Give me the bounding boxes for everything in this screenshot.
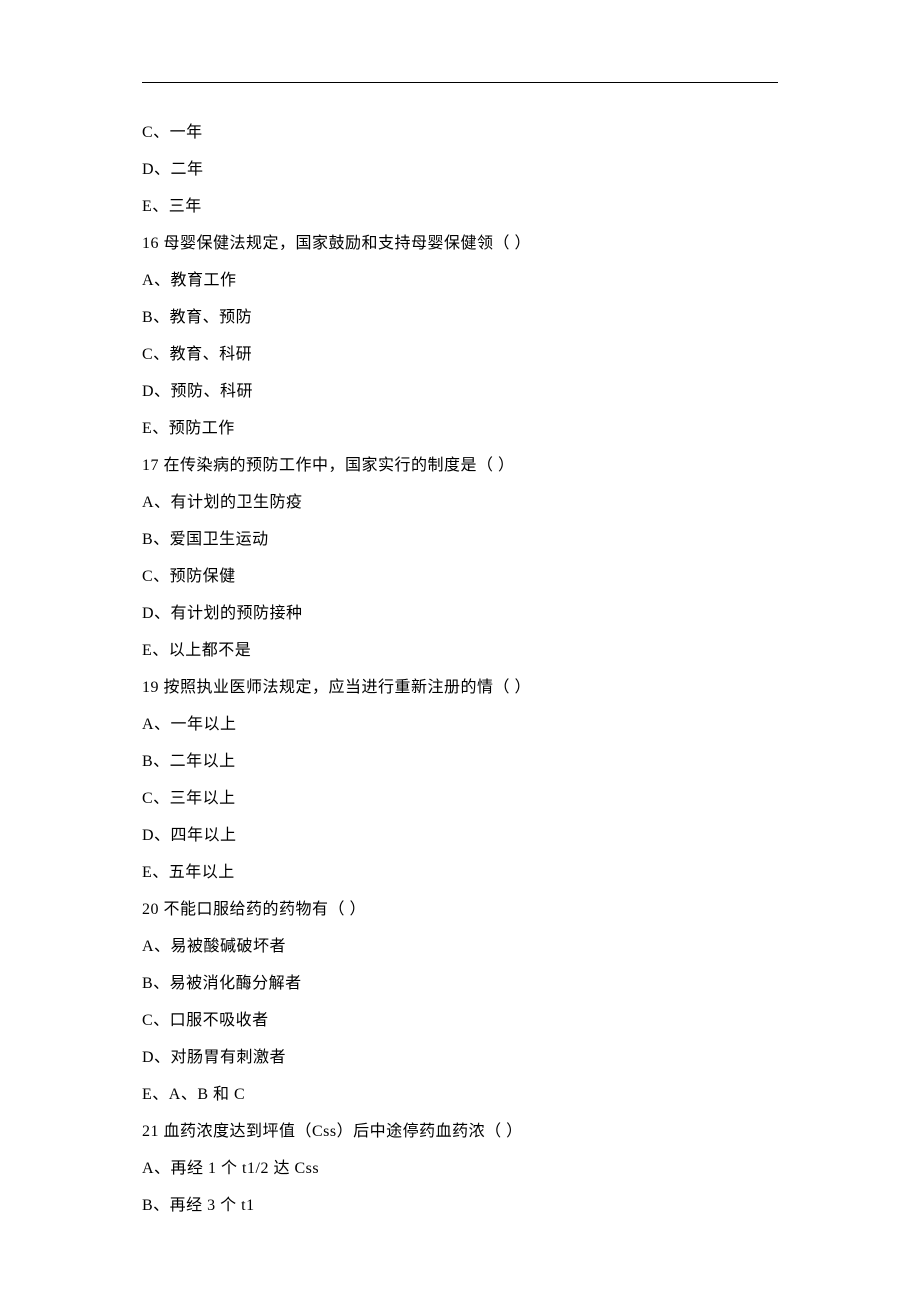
text-line: 20 不能口服给药的药物有（ ） — [142, 891, 778, 928]
content-area: C、一年 D、二年 E、三年 16 母婴保健法规定，国家鼓励和支持母婴保健领（ … — [142, 114, 778, 1224]
page-container: C、一年 D、二年 E、三年 16 母婴保健法规定，国家鼓励和支持母婴保健领（ … — [0, 0, 920, 1284]
text-line: C、一年 — [142, 114, 778, 151]
text-line: E、三年 — [142, 188, 778, 225]
text-line: A、再经 1 个 t1/2 达 Css — [142, 1150, 778, 1187]
text-line: A、教育工作 — [142, 262, 778, 299]
text-line: A、一年以上 — [142, 706, 778, 743]
text-line: E、五年以上 — [142, 854, 778, 891]
text-line: B、教育、预防 — [142, 299, 778, 336]
text-line: E、A、B 和 C — [142, 1076, 778, 1113]
text-line: D、对肠胃有刺激者 — [142, 1039, 778, 1076]
text-line: B、二年以上 — [142, 743, 778, 780]
text-line: C、口服不吸收者 — [142, 1002, 778, 1039]
text-line: 21 血药浓度达到坪值（Css）后中途停药血药浓（ ） — [142, 1113, 778, 1150]
text-line: C、教育、科研 — [142, 336, 778, 373]
horizontal-rule — [142, 82, 778, 83]
text-line: A、易被酸碱破坏者 — [142, 928, 778, 965]
text-line: E、以上都不是 — [142, 632, 778, 669]
text-line: 17 在传染病的预防工作中，国家实行的制度是（ ） — [142, 447, 778, 484]
text-line: D、二年 — [142, 151, 778, 188]
text-line: 16 母婴保健法规定，国家鼓励和支持母婴保健领（ ） — [142, 225, 778, 262]
text-line: D、预防、科研 — [142, 373, 778, 410]
text-line: D、有计划的预防接种 — [142, 595, 778, 632]
text-line: E、预防工作 — [142, 410, 778, 447]
text-line: 19 按照执业医师法规定，应当进行重新注册的情（ ） — [142, 669, 778, 706]
text-line: B、爱国卫生运动 — [142, 521, 778, 558]
text-line: B、再经 3 个 t1 — [142, 1187, 778, 1224]
text-line: D、四年以上 — [142, 817, 778, 854]
text-line: A、有计划的卫生防疫 — [142, 484, 778, 521]
text-line: C、预防保健 — [142, 558, 778, 595]
text-line: B、易被消化酶分解者 — [142, 965, 778, 1002]
text-line: C、三年以上 — [142, 780, 778, 817]
